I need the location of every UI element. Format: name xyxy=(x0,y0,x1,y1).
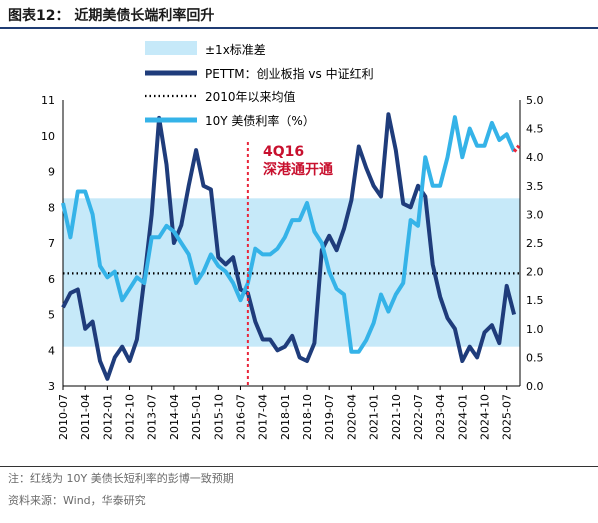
x-tick-label: 2012-10 xyxy=(124,394,137,440)
right-tick-label: 5.0 xyxy=(526,94,544,107)
x-tick-label: 2015-01 xyxy=(190,394,203,440)
x-tick-label: 2018-01 xyxy=(279,394,292,440)
chart-area: 3 4 5 6 7 8 9 10 11 0.0 0.5 1.0 1.5 2.0 2.5 3.0 3.5 4.0 4.… xyxy=(41,41,544,440)
x-tick-label: 2025-07 xyxy=(501,394,514,440)
right-tick-label: 4.5 xyxy=(526,123,544,136)
title-rule xyxy=(0,27,598,29)
left-tick-label: 9 xyxy=(48,166,55,179)
chart-title: 图表12： 近期美债长端利率回升 xyxy=(8,8,215,24)
x-tick-label: 2011-04 xyxy=(79,394,92,440)
annotation-label-quarter: 4Q16 xyxy=(263,144,304,160)
x-tick-label: 2015-10 xyxy=(212,394,225,440)
x-tick-label: 2021-01 xyxy=(368,394,381,440)
chart-note: 注：红线为 10Y 美债长短利率的彭博一致预期 xyxy=(8,472,234,485)
left-tick-label: 8 xyxy=(48,201,55,214)
x-tick-label: 2010-07 xyxy=(57,394,70,440)
left-tick-label: 11 xyxy=(41,94,55,107)
left-tick-label: 6 xyxy=(48,273,55,286)
x-tick-label: 2021-10 xyxy=(390,394,403,440)
ust10y-series-line xyxy=(61,115,516,354)
axis-layer: 3 4 5 6 7 8 9 10 11 0.0 0.5 1.0 1.5 2.0 2.5 3.0 3.5 4.0 4.… xyxy=(41,94,544,440)
footer-rule xyxy=(0,466,598,467)
right-tick-label: 4.0 xyxy=(526,151,544,164)
x-tick-label: 2013-07 xyxy=(146,394,159,440)
legend-swatch-band xyxy=(145,41,197,55)
x-tick-label: 2022-07 xyxy=(412,394,425,440)
right-tick-label: 2.5 xyxy=(526,237,544,250)
left-tick-label: 10 xyxy=(41,130,55,143)
x-tick-label: 2024-10 xyxy=(479,394,492,440)
series-layer xyxy=(61,112,521,381)
forecast-line xyxy=(512,144,521,153)
legend-label: ±1x标准差 xyxy=(205,43,266,57)
right-tick-label: 3.0 xyxy=(526,208,544,221)
x-tick-label: 2016-07 xyxy=(234,394,247,440)
x-tick-label: 2014-04 xyxy=(168,394,181,440)
x-tick-label: 2020-04 xyxy=(345,394,358,440)
right-tick-label: 1.5 xyxy=(526,294,544,307)
right-tick-label: 1.0 xyxy=(526,323,544,336)
legend: ±1x标准差 PETTM：创业板指 vs 中证红利 2010年以来均值 10Y 美债利… xyxy=(145,41,374,128)
x-tick-label: 2018-10 xyxy=(301,394,314,440)
x-tick-label: 2012-01 xyxy=(101,394,114,440)
right-tick-label: 0.0 xyxy=(526,380,544,393)
annotation-label-event: 深港通开通 xyxy=(263,161,333,178)
pettm-series-line xyxy=(61,112,517,381)
right-tick-label: 3.5 xyxy=(526,180,544,193)
x-tick-label: 2019-07 xyxy=(323,394,336,440)
left-tick-label: 4 xyxy=(48,344,55,357)
left-tick-label: 7 xyxy=(48,237,55,250)
x-tick-label: 2024-01 xyxy=(456,394,469,440)
right-tick-label: 0.5 xyxy=(526,351,544,364)
legend-label: 10Y 美债利率（%） xyxy=(205,113,315,128)
right-tick-label: 2.0 xyxy=(526,266,544,279)
legend-label: 2010年以来均值 xyxy=(205,89,296,104)
left-tick-label: 5 xyxy=(48,309,55,322)
x-tick-label: 2023-04 xyxy=(434,394,447,440)
legend-label: PETTM：创业板指 vs 中证红利 xyxy=(205,66,374,81)
x-tick-label: 2017-04 xyxy=(257,394,270,440)
left-tick-label: 3 xyxy=(48,380,55,393)
chart-source: 资料来源：Wind，华泰研究 xyxy=(8,494,146,507)
